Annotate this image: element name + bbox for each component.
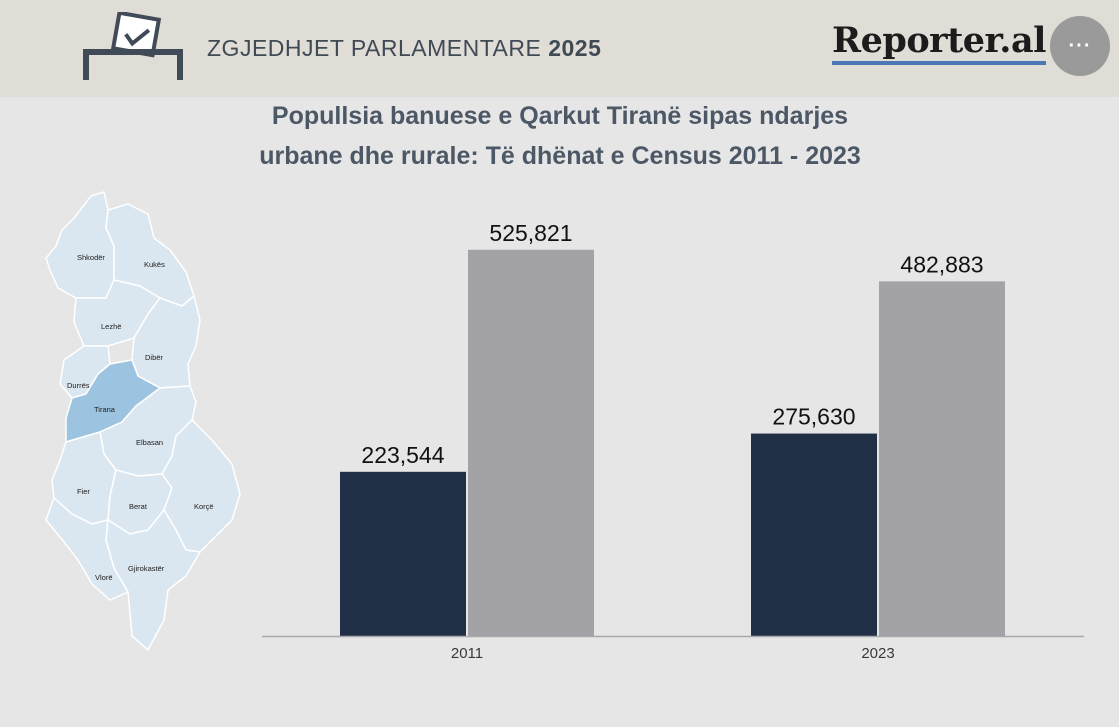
- x-tick-label-2023: 2023: [861, 645, 894, 662]
- bar-2011-series-1: [340, 471, 466, 636]
- chart-title-line-2: urbane dhe rurale: Të dhënat e Census 20…: [259, 142, 861, 170]
- map-label-vlore: Vlorë: [95, 573, 113, 582]
- header-bar: ZGJEDHJET PARLAMENTARE 2025 Reporter.al …: [0, 0, 1119, 97]
- map-region-gjirokaster: [105, 508, 202, 652]
- data-label-2011-series-1: 223,544: [361, 442, 444, 468]
- map-label-diber: Dibër: [145, 353, 163, 362]
- map-label-tirana: Tirana: [94, 405, 116, 414]
- map-label-kukes: Kukës: [144, 260, 165, 269]
- more-dots-icon: ···: [1068, 34, 1092, 57]
- bar-2023-series-1: [751, 433, 877, 636]
- map-label-elbasan: Elbasan: [136, 438, 163, 447]
- data-label-2023-series-2: 482,883: [900, 251, 983, 277]
- map-label-korce: Korçë: [194, 502, 214, 511]
- more-options-button[interactable]: ···: [1050, 16, 1110, 76]
- map-label-shkoder: Shkodër: [77, 253, 105, 262]
- x-tick-label-2011: 2011: [451, 645, 483, 662]
- header-title: ZGJEDHJET PARLAMENTARE 2025: [207, 35, 602, 61]
- map-region-korce: [161, 418, 241, 553]
- albania-map-svg: Shkodër Kukës Lezhë Dibër Durrës Tirana …: [45, 191, 241, 652]
- map-label-fier: Fier: [77, 487, 90, 496]
- chart-title: Popullsia banuese e Qarkut Tiranë sipas …: [180, 96, 940, 176]
- chart-title-line-1: Popullsia banuese e Qarkut Tiranë sipas …: [271, 102, 849, 130]
- albania-map: Shkodër Kukës Lezhë Dibër Durrës Tirana …: [36, 188, 256, 663]
- bar-2023-series-2: [879, 281, 1005, 636]
- data-label-2023-series-1: 275,630: [772, 404, 855, 430]
- reporter-logo[interactable]: Reporter.al: [832, 22, 1046, 65]
- map-label-berat: Berat: [129, 502, 148, 511]
- bar-2011-series-2: [468, 249, 594, 636]
- map-label-durres: Durrës: [67, 381, 90, 390]
- map-label-gjirokaster: Gjirokastër: [128, 564, 165, 573]
- ballot-box-icon: [83, 12, 183, 80]
- data-label-2011-series-2: 525,821: [489, 220, 572, 246]
- map-label-lezhe: Lezhë: [101, 322, 121, 331]
